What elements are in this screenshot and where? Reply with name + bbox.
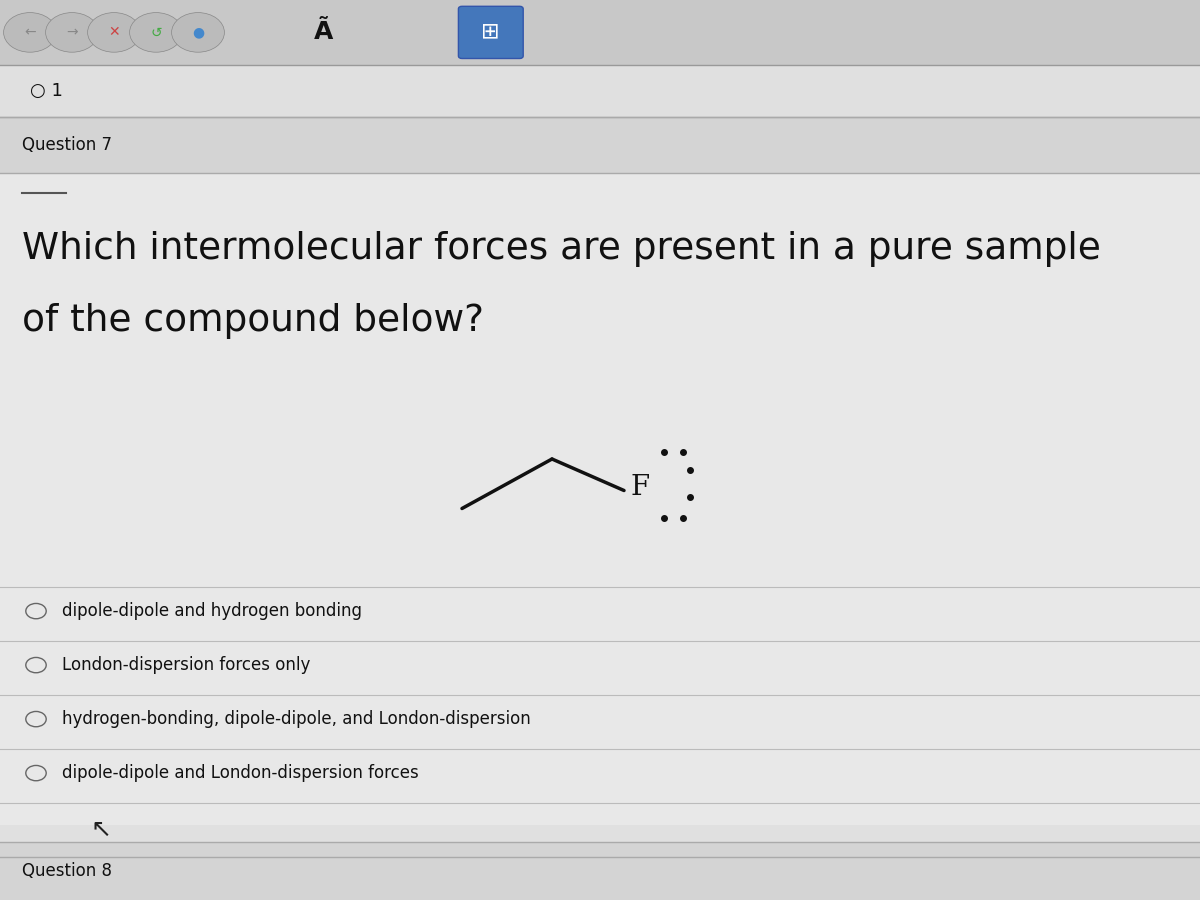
Circle shape: [4, 13, 56, 52]
Circle shape: [88, 13, 140, 52]
Text: ↖: ↖: [90, 818, 112, 842]
Text: hydrogen-bonding, dipole-dipole, and London-dispersion: hydrogen-bonding, dipole-dipole, and Lon…: [62, 710, 532, 728]
FancyBboxPatch shape: [0, 0, 1200, 65]
Text: ●: ●: [192, 25, 204, 40]
Text: London-dispersion forces only: London-dispersion forces only: [62, 656, 311, 674]
Circle shape: [172, 13, 224, 52]
Text: Which intermolecular forces are present in a pure sample: Which intermolecular forces are present …: [22, 231, 1100, 267]
Text: dipole-dipole and hydrogen bonding: dipole-dipole and hydrogen bonding: [62, 602, 362, 620]
Text: F: F: [630, 474, 649, 501]
Text: ○ 1: ○ 1: [30, 82, 62, 100]
Text: of the compound below?: of the compound below?: [22, 303, 484, 339]
FancyBboxPatch shape: [0, 842, 1200, 900]
Text: ←: ←: [24, 25, 36, 40]
Text: →: →: [66, 25, 78, 40]
Text: ↺: ↺: [150, 25, 162, 40]
Text: Question 8: Question 8: [22, 862, 112, 880]
Circle shape: [46, 13, 98, 52]
Text: ⊞: ⊞: [481, 22, 500, 42]
FancyBboxPatch shape: [0, 117, 1200, 173]
Circle shape: [130, 13, 182, 52]
Text: ✕: ✕: [108, 25, 120, 40]
FancyBboxPatch shape: [458, 6, 523, 58]
Text: dipole-dipole and London-dispersion forces: dipole-dipole and London-dispersion forc…: [62, 764, 419, 782]
FancyBboxPatch shape: [0, 65, 1200, 117]
FancyBboxPatch shape: [0, 173, 1200, 825]
Text: Ã: Ã: [314, 21, 334, 44]
Text: Question 7: Question 7: [22, 136, 112, 154]
